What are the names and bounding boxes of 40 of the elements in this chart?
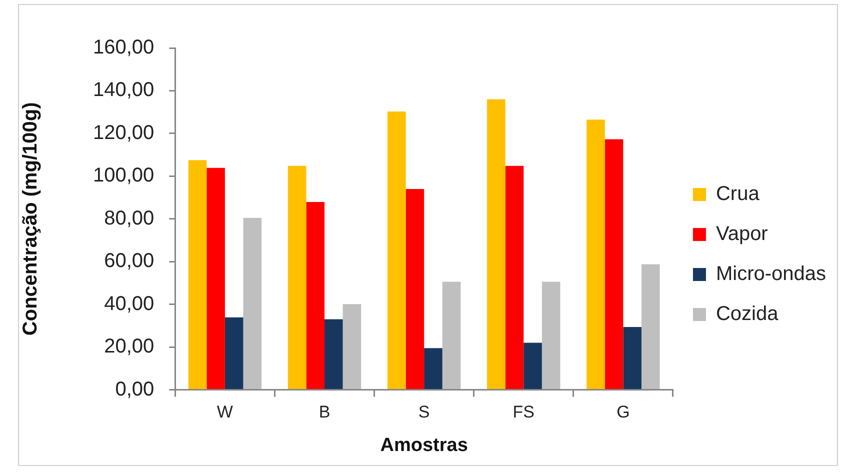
bar	[487, 99, 506, 390]
x-tick-label: B	[318, 402, 330, 422]
bar	[188, 160, 207, 390]
bar	[641, 264, 660, 390]
y-tick-label: 80,00	[104, 207, 154, 230]
x-tick-label: G	[616, 402, 630, 422]
bar	[306, 202, 325, 390]
bar	[406, 188, 424, 390]
x-axis-title: Amostras	[380, 434, 468, 456]
bar	[224, 317, 244, 390]
bar	[623, 326, 642, 390]
y-tick-label: 0,00	[115, 378, 154, 400]
bar	[586, 120, 605, 390]
bar	[505, 166, 524, 390]
y-tick-label: 160,00	[93, 36, 154, 59]
bar	[288, 166, 306, 390]
legend-label: Micro-ondas	[716, 263, 826, 286]
x-tick-label: FS	[512, 402, 534, 422]
bar	[206, 168, 225, 390]
bar	[387, 111, 406, 390]
bar	[424, 348, 442, 390]
y-tick-label: 20,00	[104, 336, 154, 358]
legend-label: Vapor	[716, 223, 768, 246]
bar	[442, 282, 461, 390]
legend-label: Crua	[716, 183, 760, 206]
x-tick-label: W	[216, 402, 233, 422]
legend-label: Cozida	[716, 303, 780, 326]
y-tick-label: 100,00	[93, 164, 154, 187]
bar	[604, 139, 624, 390]
bar	[524, 342, 542, 390]
y-tick-label: 60,00	[104, 250, 154, 272]
bar	[342, 304, 362, 390]
y-tick-label: 120,00	[93, 122, 154, 144]
bar	[324, 319, 343, 390]
y-axis-title: Concentração (mg/100g)	[20, 102, 42, 336]
bar	[542, 282, 560, 390]
y-tick-label: 40,00	[104, 292, 154, 315]
x-tick-label: S	[418, 402, 430, 422]
bar	[243, 218, 262, 390]
y-tick-label: 140,00	[93, 79, 154, 102]
